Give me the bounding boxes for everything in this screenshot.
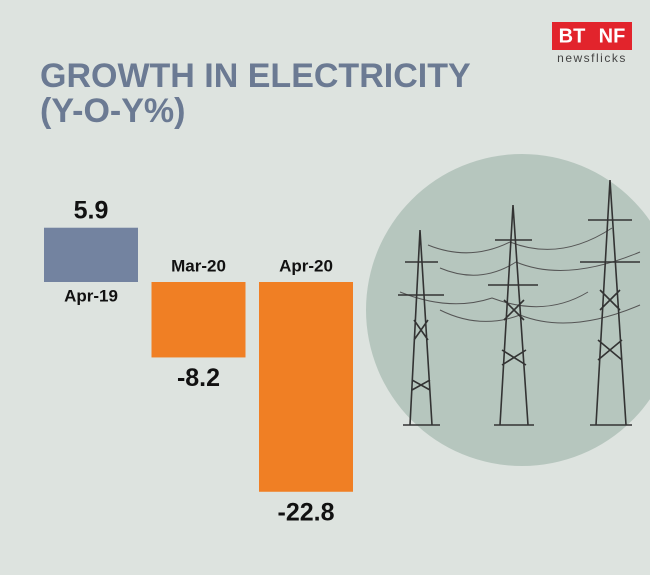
value-label: -8.2 <box>177 364 220 392</box>
bar <box>151 282 246 358</box>
category-label: Mar-20 <box>171 256 226 275</box>
value-label: 5.9 <box>74 196 109 224</box>
illustration <box>366 154 650 466</box>
logo-right: NF <box>599 25 626 47</box>
bar <box>44 227 138 282</box>
logo-box <box>552 22 632 50</box>
value-label: -22.8 <box>278 498 335 526</box>
category-label: Apr-19 <box>64 286 118 305</box>
logo: BT NF newsflicks <box>552 22 632 65</box>
logo-tagline: newsflicks <box>557 51 627 65</box>
category-label: Apr-20 <box>279 256 333 275</box>
chart-subtitle: (Y-O-Y%) <box>40 92 185 130</box>
chart-title: GROWTH IN ELECTRICITY <box>40 57 471 95</box>
bar <box>259 282 353 492</box>
logo-left: BT <box>559 25 586 47</box>
